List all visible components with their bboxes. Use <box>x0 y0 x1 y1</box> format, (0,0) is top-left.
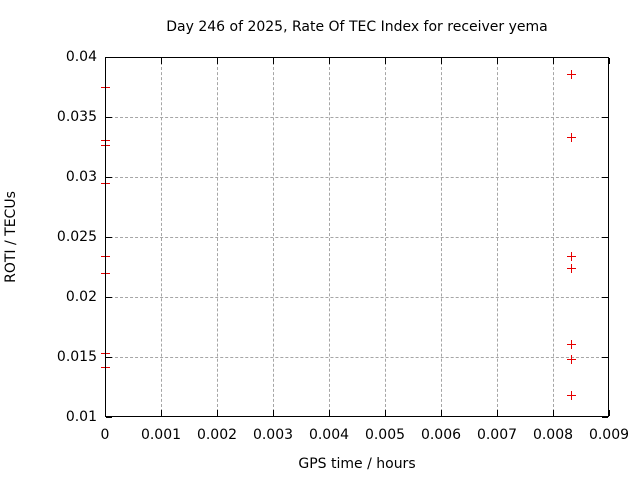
x-tick-mark <box>385 58 386 64</box>
x-tick-mark <box>273 58 274 64</box>
y-gridline <box>105 297 609 298</box>
marker-v-bar <box>571 391 572 400</box>
x-tick-label: 0.001 <box>140 427 182 443</box>
x-tick-mark <box>441 410 442 416</box>
y-tick-mark <box>106 417 112 418</box>
marker-v-bar <box>105 252 106 261</box>
data-point-marker <box>101 349 110 358</box>
marker-v-bar <box>571 252 572 261</box>
x-axis-label: GPS time / hours <box>298 456 416 472</box>
y-tick-mark <box>106 297 112 298</box>
x-tick-label: 0.003 <box>252 427 294 443</box>
y-tick-mark <box>602 357 608 358</box>
x-tick-mark <box>329 58 330 64</box>
y-gridline <box>105 177 609 178</box>
marker-v-bar <box>571 70 572 79</box>
data-point-marker <box>567 355 576 364</box>
data-point-marker <box>567 70 576 79</box>
x-tick-label: 0.005 <box>364 427 406 443</box>
y-tick-mark <box>602 297 608 298</box>
y-tick-label: 0.04 <box>65 49 97 65</box>
marker-v-bar <box>571 355 572 364</box>
x-tick-label: 0.007 <box>476 427 518 443</box>
x-tick-mark <box>273 410 274 416</box>
y-axis-label: ROTI / TECUs <box>3 191 19 283</box>
data-point-marker <box>101 363 110 372</box>
x-tick-mark <box>105 410 106 416</box>
y-tick-mark <box>602 57 608 58</box>
data-point-marker <box>567 391 576 400</box>
marker-v-bar <box>105 141 106 150</box>
x-tick-mark <box>609 58 610 64</box>
data-point-marker <box>567 252 576 261</box>
x-tick-mark <box>329 410 330 416</box>
x-tick-mark <box>161 410 162 416</box>
y-tick-label: 0.025 <box>56 229 97 245</box>
y-tick-mark <box>106 357 112 358</box>
x-tick-mark <box>553 58 554 64</box>
x-tick-mark <box>217 58 218 64</box>
marker-v-bar <box>105 179 106 188</box>
x-tick-label: 0 <box>100 427 110 443</box>
x-tick-mark <box>385 410 386 416</box>
y-tick-label: 0.01 <box>65 409 97 425</box>
marker-v-bar <box>571 340 572 349</box>
y-tick-mark <box>106 57 112 58</box>
y-tick-mark <box>602 417 608 418</box>
x-tick-mark <box>105 58 106 64</box>
marker-v-bar <box>105 83 106 92</box>
x-tick-label: 0.008 <box>532 427 574 443</box>
x-tick-mark <box>441 58 442 64</box>
y-tick-label: 0.03 <box>65 169 97 185</box>
x-tick-mark <box>497 58 498 64</box>
y-tick-mark <box>602 177 608 178</box>
x-tick-mark <box>217 410 218 416</box>
y-tick-label: 0.015 <box>56 349 97 365</box>
y-tick-mark <box>106 177 112 178</box>
y-gridline <box>105 117 609 118</box>
x-tick-mark <box>609 410 610 416</box>
marker-v-bar <box>571 133 572 142</box>
data-point-marker <box>101 252 110 261</box>
marker-v-bar <box>105 349 106 358</box>
data-point-marker <box>101 179 110 188</box>
y-gridline <box>105 237 609 238</box>
data-point-marker <box>101 141 110 150</box>
data-point-marker <box>101 269 110 278</box>
y-gridline <box>105 357 609 358</box>
x-tick-mark <box>161 58 162 64</box>
data-point-marker <box>567 133 576 142</box>
x-tick-mark <box>497 410 498 416</box>
y-tick-mark <box>602 237 608 238</box>
x-tick-label: 0.006 <box>420 427 462 443</box>
chart-title: Day 246 of 2025, Rate Of TEC Index for r… <box>166 19 548 35</box>
data-point-marker <box>567 264 576 273</box>
marker-v-bar <box>105 363 106 372</box>
marker-v-bar <box>105 269 106 278</box>
y-tick-label: 0.035 <box>56 109 97 125</box>
x-tick-label: 0.004 <box>308 427 350 443</box>
y-tick-label: 0.02 <box>65 289 97 305</box>
data-point-marker <box>101 83 110 92</box>
x-tick-label: 0.002 <box>196 427 238 443</box>
marker-v-bar <box>571 264 572 273</box>
y-tick-mark <box>106 237 112 238</box>
x-tick-label: 0.009 <box>588 427 630 443</box>
x-tick-mark <box>553 410 554 416</box>
data-point-marker <box>567 340 576 349</box>
y-tick-mark <box>602 117 608 118</box>
y-tick-mark <box>106 117 112 118</box>
